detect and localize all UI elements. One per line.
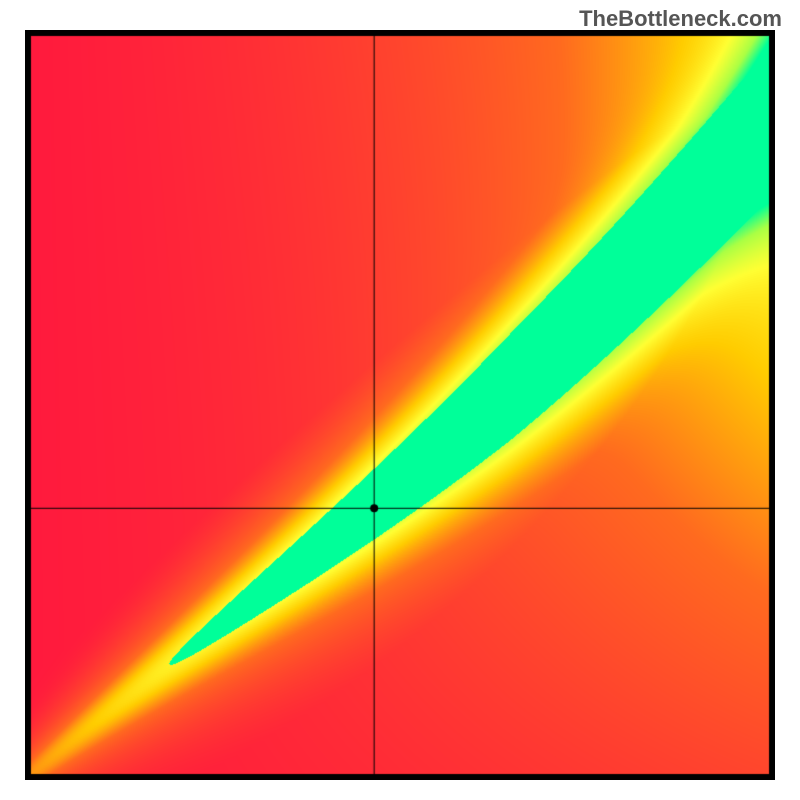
- watermark-text: TheBottleneck.com: [579, 6, 782, 32]
- heatmap-canvas: [25, 30, 775, 780]
- chart-container: TheBottleneck.com: [0, 0, 800, 800]
- heatmap-plot: [25, 30, 775, 780]
